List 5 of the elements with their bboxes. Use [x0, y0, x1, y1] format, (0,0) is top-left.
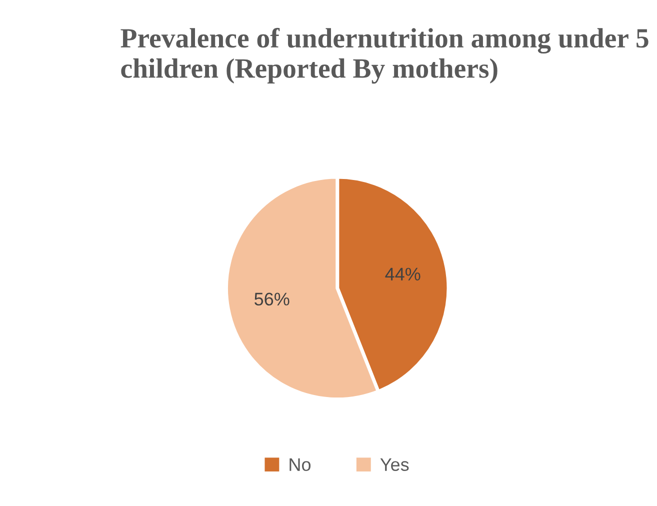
legend-label: No: [290, 458, 311, 471]
chart-title: Prevalence of undernutrition among under 5 children (Reported By mothers): [120, 28, 648, 84]
data-label: 56%: [254, 292, 290, 306]
data-label: 44%: [385, 268, 420, 280]
legend-label: Yes: [380, 458, 409, 471]
